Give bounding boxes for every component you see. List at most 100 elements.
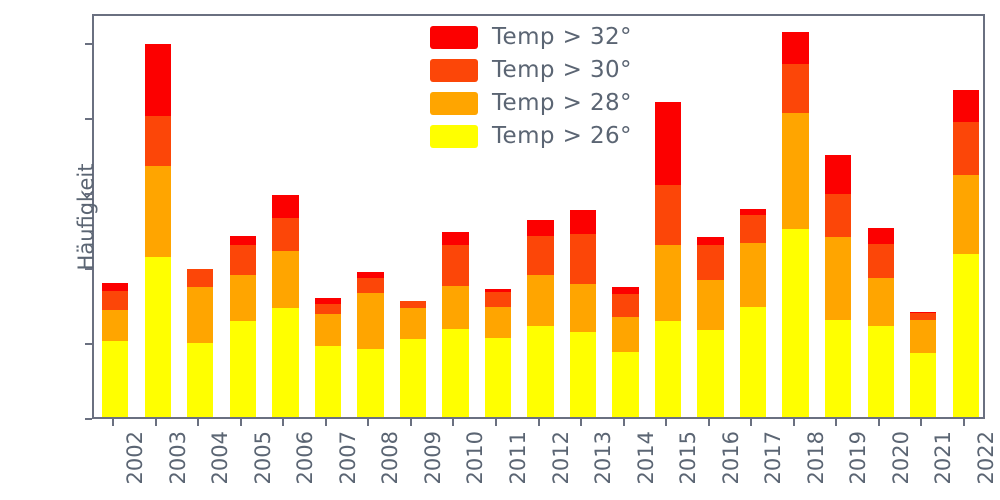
bar-2021[interactable] (910, 312, 937, 417)
bar-2007[interactable] (314, 297, 342, 417)
legend-swatch-icon (430, 91, 478, 115)
bar-2022[interactable] (952, 90, 979, 417)
x-tick-label-2011: 2011 (505, 431, 530, 485)
bar-segment (357, 272, 384, 279)
legend-item[interactable]: Temp > 26° (430, 123, 632, 149)
bar-2020[interactable] (867, 228, 894, 417)
bar-segment (952, 254, 979, 417)
bar-2009[interactable] (399, 300, 427, 417)
bar-segment (144, 165, 171, 257)
bar-segment (910, 320, 937, 354)
x-tick-mark (750, 419, 753, 426)
bar-segment (102, 291, 129, 310)
x-tick-mark (409, 419, 412, 426)
x-tick-mark (877, 419, 880, 426)
legend-item[interactable]: Temp > 32° (430, 24, 632, 50)
bar-segment (782, 112, 809, 229)
x-tick-mark (792, 419, 795, 426)
x-tick-mark (324, 419, 327, 426)
bar-segment (357, 278, 384, 294)
x-tick-mark (580, 419, 583, 426)
legend-label: Temp > 26° (492, 123, 632, 149)
bar-segment (484, 288, 512, 292)
bar-2015[interactable] (654, 102, 682, 417)
bar-segment (824, 193, 852, 237)
y-tick-mark (85, 268, 92, 270)
bar-segment (910, 312, 937, 313)
bar-2014[interactable] (612, 286, 639, 417)
bar-segment (102, 340, 129, 417)
x-tick-label-2007: 2007 (335, 431, 360, 485)
x-tick-mark (197, 419, 200, 426)
x-tick-label-2004: 2004 (208, 431, 233, 485)
bar-segment (399, 339, 427, 417)
bar-segment (697, 279, 724, 330)
bar-2018[interactable] (782, 31, 809, 417)
y-tick-mark (85, 343, 92, 345)
bar-segment (527, 274, 554, 326)
x-tick-mark (622, 419, 625, 426)
y-tick-mark (85, 418, 92, 420)
bar-2013[interactable] (569, 210, 597, 417)
bar-2004[interactable] (187, 269, 214, 417)
bar-segment (229, 321, 256, 417)
bar-2012[interactable] (527, 219, 554, 417)
legend-swatch-icon (430, 25, 478, 49)
y-axis-title: Häufigkeit (74, 163, 98, 270)
bar-2006[interactable] (272, 195, 299, 417)
bar-segment (187, 286, 214, 343)
x-tick-label-2017: 2017 (761, 431, 786, 485)
legend-label: Temp > 32° (492, 24, 632, 50)
bar-2017[interactable] (739, 209, 767, 417)
bar-segment (187, 269, 214, 287)
bar-segment (697, 330, 724, 417)
x-tick-mark (367, 419, 370, 426)
bar-segment (697, 245, 724, 280)
x-tick-label-2021: 2021 (931, 431, 956, 485)
bar-2005[interactable] (229, 235, 256, 417)
bar-segment (442, 285, 469, 330)
x-tick-label-2008: 2008 (378, 431, 403, 485)
bar-2011[interactable] (484, 288, 512, 417)
bar-2003[interactable] (144, 43, 171, 417)
x-tick-label-2014: 2014 (633, 431, 658, 485)
x-tick-label-2013: 2013 (591, 431, 616, 485)
x-tick-label-2019: 2019 (846, 431, 871, 485)
bar-segment (569, 283, 597, 333)
bar-segment (442, 231, 469, 245)
bar-2019[interactable] (824, 155, 852, 417)
x-tick-label-2015: 2015 (676, 431, 701, 485)
bar-segment (867, 228, 894, 244)
x-tick-label-2012: 2012 (548, 431, 573, 485)
x-tick-mark (154, 419, 157, 426)
x-tick-mark (112, 419, 115, 426)
bar-segment (824, 155, 852, 194)
bar-2016[interactable] (697, 237, 724, 417)
x-tick-label-2009: 2009 (420, 431, 445, 485)
bar-segment (867, 243, 894, 278)
x-tick-label-2002: 2002 (123, 431, 148, 485)
legend-item[interactable]: Temp > 30° (430, 57, 632, 83)
bar-segment (824, 319, 852, 417)
bars-layer (94, 16, 983, 417)
x-tick-mark (239, 419, 242, 426)
x-tick-label-2016: 2016 (718, 431, 743, 485)
bar-segment (229, 244, 256, 275)
bar-segment (569, 234, 597, 284)
bar-segment (910, 353, 937, 417)
x-tick-mark (537, 419, 540, 426)
bar-segment (272, 308, 299, 417)
bar-2002[interactable] (102, 282, 129, 417)
bar-segment (569, 332, 597, 417)
bar-2008[interactable] (357, 272, 384, 417)
bar-segment (272, 195, 299, 219)
bar-2010[interactable] (442, 231, 469, 417)
x-tick-label-2020: 2020 (888, 431, 913, 485)
bar-segment (910, 312, 937, 321)
bar-segment (272, 251, 299, 309)
bar-segment (102, 282, 129, 291)
x-tick-label-2005: 2005 (250, 431, 275, 485)
x-axis: 2002 2003 2004 2005 2006 2007 2008 2009 2010 2011… (92, 419, 998, 499)
bar-segment (739, 243, 767, 307)
legend-item[interactable]: Temp > 28° (430, 90, 632, 116)
